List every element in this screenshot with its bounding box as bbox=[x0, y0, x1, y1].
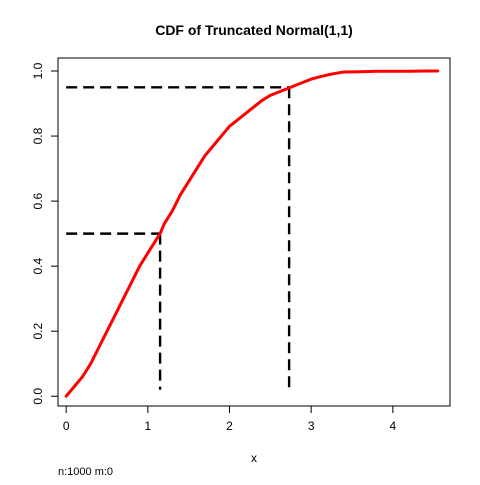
y-tick-label: 0.0 bbox=[31, 388, 45, 405]
y-axis: 0.0 0.2 0.4 0.6 0.8 1.0 bbox=[31, 62, 59, 405]
y-tick-label: 0.8 bbox=[31, 127, 45, 144]
x-tick-label: 4 bbox=[389, 419, 396, 433]
sample-annotation: n:1000 m:0 bbox=[58, 466, 113, 478]
series-layer bbox=[64, 69, 440, 398]
y-tick-label: 0.4 bbox=[31, 257, 45, 274]
x-axis-label: x bbox=[251, 451, 257, 465]
x-tick-label: 0 bbox=[63, 419, 70, 433]
y-tick-label: 0.6 bbox=[31, 192, 45, 209]
x-tick-label: 2 bbox=[226, 419, 233, 433]
y-tick-label: 1.0 bbox=[31, 62, 45, 79]
reference-lines bbox=[66, 86, 291, 390]
x-tick-label: 3 bbox=[308, 419, 315, 433]
chart-title: CDF of Truncated Normal(1,1) bbox=[155, 22, 353, 38]
x-axis: 0 1 2 3 4 bbox=[63, 405, 396, 433]
x-tick-label: 1 bbox=[144, 419, 151, 433]
y-tick-label: 0.2 bbox=[31, 323, 45, 340]
cdf-line bbox=[64, 69, 440, 398]
